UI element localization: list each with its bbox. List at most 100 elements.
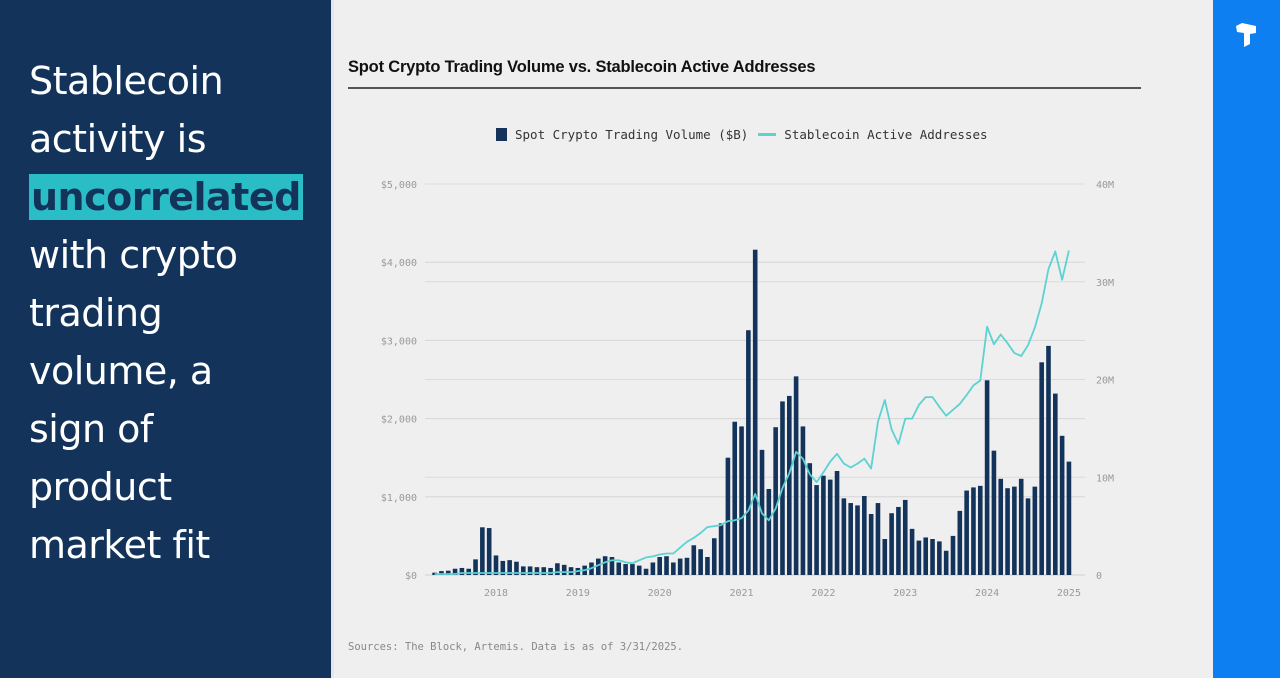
volume-bar xyxy=(766,488,772,575)
volume-bar xyxy=(862,496,867,575)
y-right-tick-label: 40M xyxy=(1096,180,1114,191)
headline-line: volume, a xyxy=(29,349,213,393)
y-left-tick-label: $1,000 xyxy=(381,493,417,504)
volume-bar xyxy=(984,380,990,575)
volume-bars xyxy=(432,249,1072,576)
headline-highlight: uncorrelated xyxy=(29,174,303,220)
volume-bar xyxy=(1005,488,1010,575)
addresses-line xyxy=(434,250,1070,575)
volume-bar xyxy=(773,427,778,575)
legend-swatch-bar xyxy=(496,128,507,141)
x-tick-label: 2018 xyxy=(484,588,508,599)
volume-bar xyxy=(643,568,649,575)
volume-bar xyxy=(514,561,519,575)
y-left-tick-label: $2,000 xyxy=(381,415,417,426)
volume-bar xyxy=(793,376,799,575)
volume-bar xyxy=(698,549,703,575)
x-tick-label: 2023 xyxy=(893,588,917,599)
volume-bar xyxy=(718,523,724,575)
x-tick-label: 2021 xyxy=(730,588,754,599)
legend-label-addresses: Stablecoin Active Addresses xyxy=(784,127,988,142)
volume-bar xyxy=(439,571,444,575)
headline-line: trading xyxy=(29,291,163,335)
volume-bar xyxy=(841,498,847,575)
chart-legend: Spot Crypto Trading Volume ($B) Stableco… xyxy=(496,127,988,142)
volume-bar xyxy=(630,564,635,575)
y-axis-left: $0 $1,000 $2,000 $3,000 $4,000 $5,000 xyxy=(381,180,417,582)
volume-bar xyxy=(1066,461,1072,575)
volume-bar xyxy=(725,457,731,575)
volume-bar xyxy=(555,563,560,575)
volume-bar xyxy=(1059,435,1065,575)
headline-line: product xyxy=(29,465,172,509)
y-right-tick-label: 10M xyxy=(1096,473,1114,484)
volume-bar xyxy=(1018,478,1024,575)
volume-bar xyxy=(814,485,819,575)
addresses-line-path xyxy=(434,250,1070,575)
volume-bar xyxy=(855,505,860,575)
legend-swatch-line xyxy=(758,133,777,136)
volume-bar xyxy=(541,567,547,575)
volume-bar xyxy=(943,550,949,575)
volume-bar xyxy=(500,560,506,575)
volume-bar xyxy=(957,510,963,575)
volume-bar xyxy=(807,463,813,575)
headline-line: Stablecoin xyxy=(29,59,224,103)
volume-bar xyxy=(1053,393,1058,575)
y-right-tick-label: 30M xyxy=(1096,278,1114,289)
volume-bar xyxy=(520,566,526,575)
volume-bar xyxy=(705,557,710,575)
headline-line: sign of xyxy=(29,407,153,451)
volume-bar xyxy=(746,330,751,575)
volume-bar xyxy=(937,541,942,575)
volume-bar xyxy=(923,537,929,575)
volume-bar xyxy=(466,568,472,575)
volume-bar xyxy=(493,555,499,575)
volume-bar xyxy=(834,470,840,575)
volume-bar xyxy=(609,557,615,575)
volume-bar xyxy=(711,538,717,575)
volume-bar xyxy=(896,506,901,575)
headline-line: with crypto xyxy=(29,233,238,277)
y-left-tick-label: $0 xyxy=(405,571,417,582)
volume-bar xyxy=(664,556,669,575)
volume-bar xyxy=(971,487,976,575)
volume-bar xyxy=(889,513,894,575)
volume-bar xyxy=(548,567,553,575)
x-tick-label: 2019 xyxy=(566,588,590,599)
volume-bar xyxy=(821,475,826,575)
volume-bar xyxy=(561,564,567,575)
volume-bar xyxy=(534,567,540,575)
y-right-tick-label: 0 xyxy=(1096,571,1102,582)
volume-bar xyxy=(568,567,574,575)
volume-bar xyxy=(636,565,642,575)
volume-bar xyxy=(752,249,758,576)
y-axis-right: 0 10M 20M 30M 40M xyxy=(1096,180,1114,582)
y-left-tick-label: $4,000 xyxy=(381,258,417,269)
volume-bar xyxy=(827,479,833,575)
headline-line: market fit xyxy=(29,523,210,567)
volume-bar xyxy=(1025,498,1031,575)
volume-bar xyxy=(950,535,956,575)
volume-bar xyxy=(800,426,806,575)
volume-bar xyxy=(998,478,1004,575)
source-note: Sources: The Block, Artemis. Data is as … xyxy=(348,641,684,653)
volume-bar xyxy=(875,503,881,575)
volume-bar xyxy=(616,562,622,575)
volume-bar xyxy=(964,490,969,575)
brand-logo-icon[interactable] xyxy=(1234,22,1258,48)
volume-bar xyxy=(677,558,683,575)
volume-bar xyxy=(602,556,608,575)
volume-bar xyxy=(1012,486,1017,575)
volume-bar xyxy=(1039,362,1044,575)
legend-label-volume: Spot Crypto Trading Volume ($B) xyxy=(515,127,749,142)
volume-bar xyxy=(868,514,874,575)
x-tick-label: 2020 xyxy=(648,588,672,599)
volume-bar xyxy=(459,567,465,575)
volume-bar xyxy=(691,545,697,575)
chart-title: Spot Crypto Trading Volume vs. Stablecoi… xyxy=(348,58,816,76)
volume-bar xyxy=(671,562,676,575)
volume-bar xyxy=(473,559,478,575)
brand-sidebar xyxy=(1213,0,1280,678)
